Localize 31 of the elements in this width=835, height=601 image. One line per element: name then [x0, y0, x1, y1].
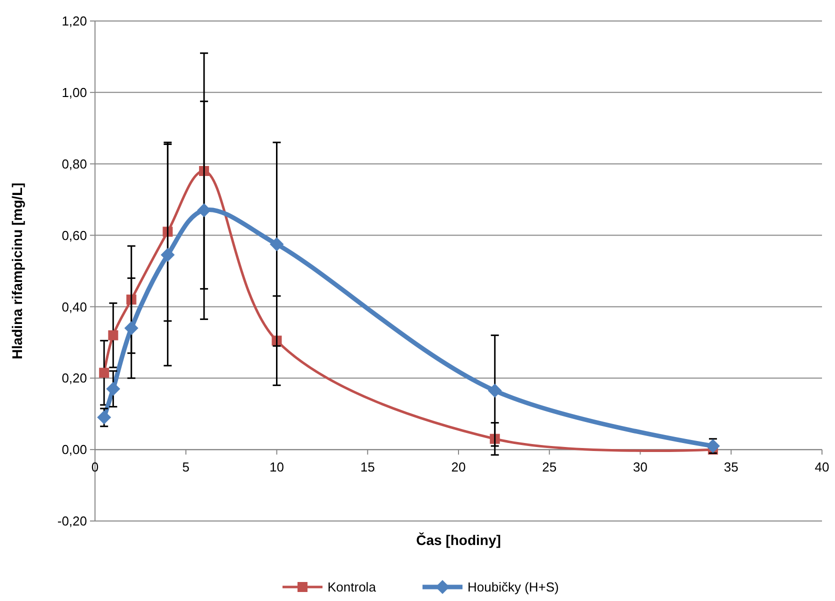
x-tick-label: 40: [814, 460, 830, 475]
point: [197, 203, 212, 218]
legend-label: Kontrola: [328, 580, 377, 595]
point: [124, 321, 138, 336]
y-tick-label: 0,00: [62, 442, 87, 458]
point: [97, 410, 112, 424]
x-tick-label: 0: [91, 460, 99, 475]
point: [488, 384, 502, 398]
y-tick-label: 1,20: [62, 14, 87, 29]
x-tick-label: 20: [451, 460, 466, 475]
x-tick-label: 10: [270, 460, 284, 475]
point: [106, 382, 120, 396]
x-tick-label: 25: [542, 460, 557, 475]
x-tick-label: 35: [724, 460, 738, 475]
y-tick-label: -0,20: [57, 514, 87, 529]
y-tick-label: 0,60: [62, 228, 87, 243]
x-tick-label: 30: [633, 460, 648, 475]
point: [706, 439, 720, 453]
y-axis-title: Hladina rifampicinu [mg/L]: [9, 182, 25, 360]
point: [160, 248, 175, 262]
point: [108, 330, 118, 340]
y-tick-label: 0,80: [62, 156, 87, 172]
x-tick-label: 5: [182, 460, 190, 475]
point: [270, 237, 284, 252]
legend-label: Houbičky (H+S): [468, 580, 559, 595]
x-tick-label: 15: [360, 460, 375, 475]
y-tick-label: 1,00: [62, 84, 87, 100]
point: [99, 368, 110, 378]
y-tick-label: 0,40: [62, 299, 87, 314]
y-tick-label: 0,20: [62, 370, 87, 386]
x-axis-title: Čas [hodiny]: [416, 532, 501, 548]
